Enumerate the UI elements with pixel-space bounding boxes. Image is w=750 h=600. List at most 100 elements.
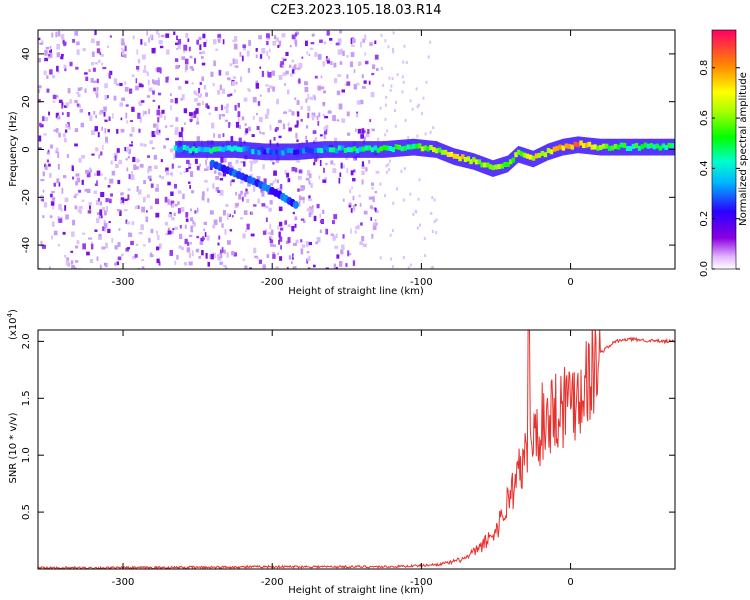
noise-speckle bbox=[243, 210, 248, 215]
noise-speckle bbox=[287, 89, 290, 95]
noise-speckle bbox=[193, 90, 197, 95]
noise-speckle bbox=[272, 86, 275, 92]
noise-speckle bbox=[323, 41, 327, 45]
noise-speckle bbox=[388, 159, 391, 163]
noise-speckle bbox=[354, 203, 357, 207]
noise-speckle bbox=[84, 88, 87, 93]
noise-speckle bbox=[352, 178, 356, 182]
noise-speckle bbox=[124, 147, 127, 152]
noise-speckle bbox=[433, 220, 436, 224]
noise-speckle bbox=[40, 124, 44, 128]
noise-speckle bbox=[229, 93, 233, 96]
trace-cell bbox=[622, 142, 627, 148]
noise-speckle bbox=[202, 237, 205, 240]
noise-speckle bbox=[121, 253, 124, 257]
noise-speckle bbox=[198, 87, 201, 94]
noise-speckle bbox=[301, 56, 304, 59]
noise-speckle bbox=[323, 90, 326, 94]
noise-speckle bbox=[109, 178, 114, 184]
noise-speckle bbox=[158, 77, 160, 80]
noise-speckle bbox=[135, 243, 139, 246]
noise-speckle bbox=[165, 167, 169, 172]
noise-speckle bbox=[168, 213, 172, 218]
noise-speckle bbox=[269, 223, 272, 230]
noise-speckle bbox=[50, 201, 55, 206]
trace-cell bbox=[449, 151, 454, 157]
noise-speckle bbox=[205, 39, 208, 43]
noise-speckle bbox=[101, 246, 106, 250]
noise-speckle bbox=[100, 151, 103, 156]
noise-speckle bbox=[78, 158, 82, 163]
noise-speckle bbox=[279, 221, 283, 227]
noise-speckle bbox=[407, 266, 410, 269]
noise-speckle bbox=[127, 188, 131, 191]
trace-cell bbox=[664, 144, 668, 150]
noise-speckle bbox=[246, 51, 250, 57]
noise-speckle bbox=[271, 229, 274, 235]
noise-speckle bbox=[235, 81, 238, 85]
noise-speckle bbox=[148, 87, 153, 92]
trace-cell bbox=[570, 144, 575, 150]
trace-cell bbox=[251, 149, 255, 155]
colorbar-gradient bbox=[711, 29, 737, 270]
noise-speckle bbox=[227, 94, 231, 97]
noise-speckle bbox=[269, 235, 273, 239]
noise-speckle bbox=[103, 111, 106, 117]
noise-speckle bbox=[130, 240, 134, 246]
noise-speckle bbox=[96, 256, 99, 261]
noise-speckle bbox=[394, 109, 396, 112]
noise-speckle bbox=[416, 134, 419, 138]
noise-speckle bbox=[296, 111, 300, 117]
noise-speckle bbox=[188, 166, 192, 169]
noise-speckle bbox=[203, 85, 207, 90]
trace-cell bbox=[525, 153, 530, 159]
trace-cell bbox=[494, 164, 498, 170]
noise-speckle bbox=[211, 122, 215, 129]
noise-speckle bbox=[234, 104, 237, 111]
noise-speckle bbox=[52, 94, 57, 100]
noise-speckle bbox=[196, 117, 199, 122]
noise-speckle bbox=[275, 127, 279, 131]
noise-speckle bbox=[316, 237, 321, 243]
noise-speckle bbox=[223, 249, 226, 254]
noise-speckle bbox=[348, 202, 352, 206]
noise-speckle bbox=[212, 224, 216, 229]
noise-speckle bbox=[38, 135, 42, 142]
noise-speckle bbox=[205, 92, 208, 97]
noise-speckle bbox=[414, 209, 417, 213]
noise-speckle bbox=[296, 139, 299, 142]
noise-speckle bbox=[91, 153, 95, 156]
trace-cell bbox=[400, 146, 404, 152]
noise-speckle bbox=[313, 162, 316, 166]
noise-speckle bbox=[98, 215, 102, 219]
noise-speckle bbox=[171, 230, 174, 234]
noise-speckle bbox=[260, 94, 262, 97]
noise-speckle bbox=[247, 68, 251, 73]
trace-cell bbox=[555, 145, 560, 151]
noise-speckle bbox=[76, 41, 80, 46]
trace-cell bbox=[412, 143, 416, 149]
noise-speckle bbox=[422, 96, 425, 100]
noise-speckle bbox=[268, 55, 271, 59]
noise-speckle bbox=[340, 48, 343, 55]
noise-speckle bbox=[64, 66, 67, 72]
noise-speckle bbox=[178, 245, 182, 249]
noise-speckle bbox=[313, 215, 317, 222]
noise-speckle bbox=[146, 31, 148, 36]
noise-speckle bbox=[122, 38, 125, 44]
noise-speckle bbox=[298, 62, 303, 69]
noise-speckle bbox=[421, 112, 423, 116]
noise-speckle bbox=[431, 230, 434, 233]
noise-speckle bbox=[110, 160, 113, 165]
noise-speckle bbox=[305, 40, 308, 47]
noise-speckle bbox=[308, 212, 312, 218]
noise-speckle bbox=[316, 115, 319, 120]
noise-speckle bbox=[74, 100, 78, 104]
noise-speckle bbox=[303, 220, 306, 223]
noise-speckle bbox=[183, 262, 188, 266]
noise-speckle bbox=[156, 184, 159, 188]
noise-speckle bbox=[105, 198, 109, 203]
noise-speckle bbox=[71, 265, 76, 269]
noise-speckle bbox=[353, 156, 357, 161]
noise-speckle bbox=[390, 257, 393, 261]
